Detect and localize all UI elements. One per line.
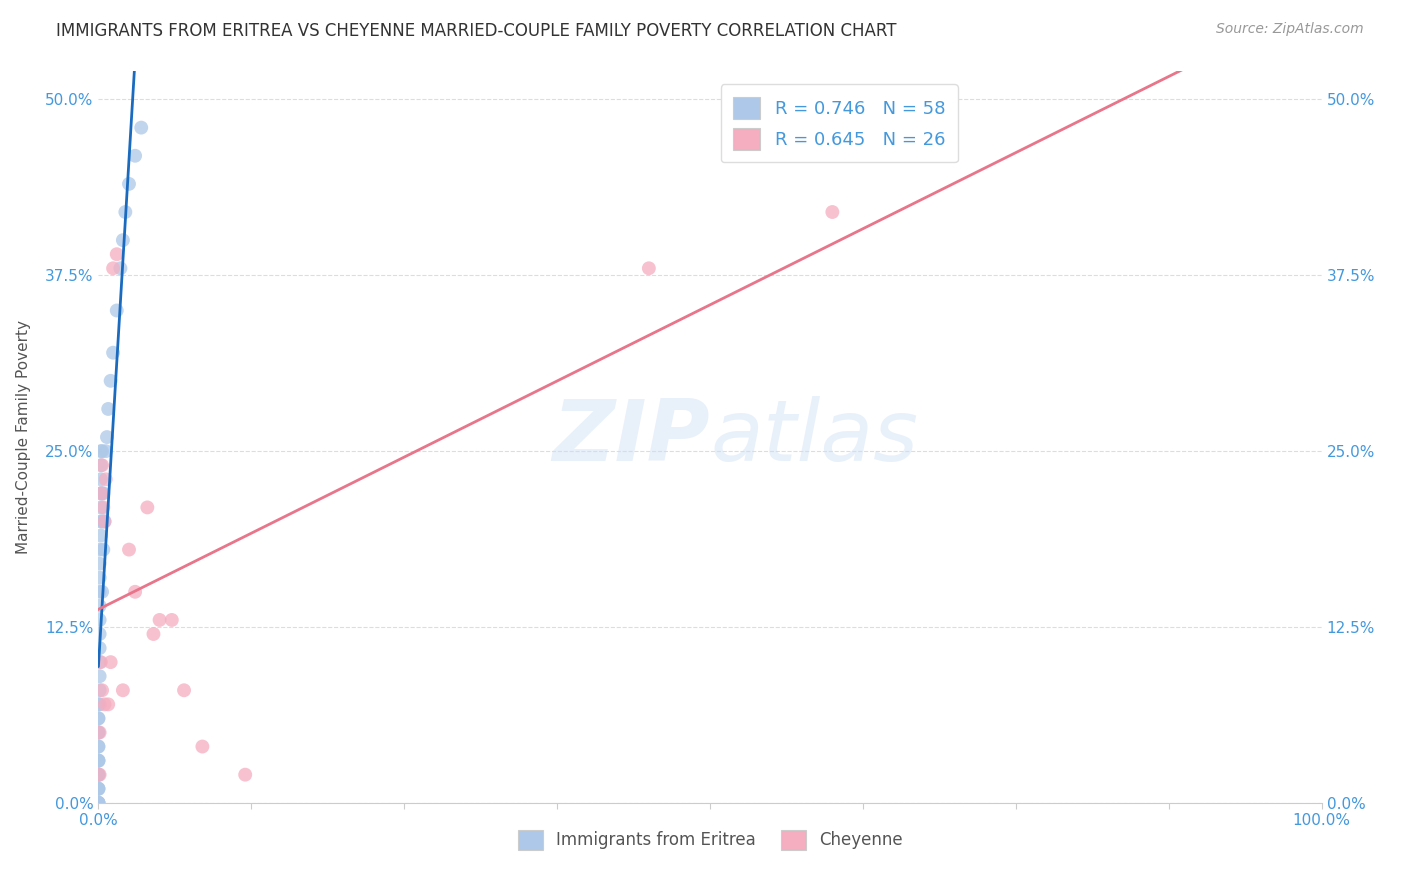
Point [90, 458, 112, 473]
Point [93, 698, 115, 712]
Point [94, 472, 117, 486]
Point [160, 613, 183, 627]
Point [87, 711, 110, 725]
Point [821, 205, 844, 219]
Point [149, 613, 172, 627]
Point [89, 599, 111, 613]
Point [91, 458, 114, 473]
Point [110, 261, 132, 276]
Point [87, 796, 110, 810]
Point [118, 542, 141, 557]
Point [89, 698, 111, 712]
Point [118, 177, 141, 191]
Point [129, 120, 152, 135]
Point [124, 149, 146, 163]
Point [91, 683, 114, 698]
Point [91, 584, 114, 599]
Point [87, 796, 110, 810]
Text: IMMIGRANTS FROM ERITREA VS CHEYENNE MARRIED-COUPLE FAMILY POVERTY CORRELATION CH: IMMIGRANTS FROM ERITREA VS CHEYENNE MARR… [56, 22, 897, 40]
Point [97, 698, 120, 712]
Point [173, 683, 195, 698]
Point [114, 205, 136, 219]
Point [87, 754, 110, 768]
Point [90, 486, 112, 500]
Point [91, 500, 114, 515]
Point [191, 739, 214, 754]
Point [111, 683, 134, 698]
Point [142, 627, 165, 641]
Point [87, 767, 110, 781]
Text: Source: ZipAtlas.com: Source: ZipAtlas.com [1216, 22, 1364, 37]
Point [96, 430, 118, 444]
Point [90, 528, 112, 542]
Point [100, 655, 122, 669]
Point [87, 754, 110, 768]
Point [90, 515, 112, 529]
Point [93, 515, 115, 529]
Point [87, 739, 110, 754]
Point [89, 669, 111, 683]
Point [101, 261, 124, 276]
Point [89, 725, 111, 739]
Point [87, 739, 110, 754]
Point [111, 233, 134, 247]
Point [89, 683, 111, 698]
Point [90, 486, 112, 500]
Point [89, 584, 111, 599]
Point [91, 486, 114, 500]
Point [91, 486, 114, 500]
Point [97, 401, 120, 416]
Point [105, 303, 128, 318]
Point [89, 571, 111, 585]
Point [89, 557, 111, 571]
Point [89, 655, 111, 669]
Point [90, 500, 112, 515]
Point [93, 515, 115, 529]
Point [105, 247, 128, 261]
Point [90, 655, 112, 669]
Point [89, 767, 111, 781]
Point [91, 515, 114, 529]
Point [87, 754, 110, 768]
Point [91, 542, 114, 557]
Point [100, 374, 122, 388]
Point [637, 261, 661, 276]
Point [124, 584, 146, 599]
Point [87, 781, 110, 796]
Point [87, 767, 110, 781]
Point [91, 444, 114, 458]
Point [101, 345, 124, 359]
Point [87, 781, 110, 796]
Point [89, 542, 111, 557]
Point [87, 725, 110, 739]
Point [87, 698, 110, 712]
Y-axis label: Married-Couple Family Poverty: Married-Couple Family Poverty [17, 320, 31, 554]
Point [89, 627, 111, 641]
Point [87, 781, 110, 796]
Text: atlas: atlas [710, 395, 918, 479]
Text: ZIP: ZIP [553, 395, 710, 479]
Point [136, 500, 159, 515]
Point [87, 796, 110, 810]
Point [89, 641, 111, 656]
Point [87, 711, 110, 725]
Point [87, 767, 110, 781]
Point [90, 444, 112, 458]
Point [87, 725, 110, 739]
Point [89, 613, 111, 627]
Point [87, 796, 110, 810]
Legend: Immigrants from Eritrea, Cheyenne: Immigrants from Eritrea, Cheyenne [510, 823, 910, 856]
Point [233, 767, 256, 781]
Point [94, 444, 117, 458]
Point [90, 472, 112, 486]
